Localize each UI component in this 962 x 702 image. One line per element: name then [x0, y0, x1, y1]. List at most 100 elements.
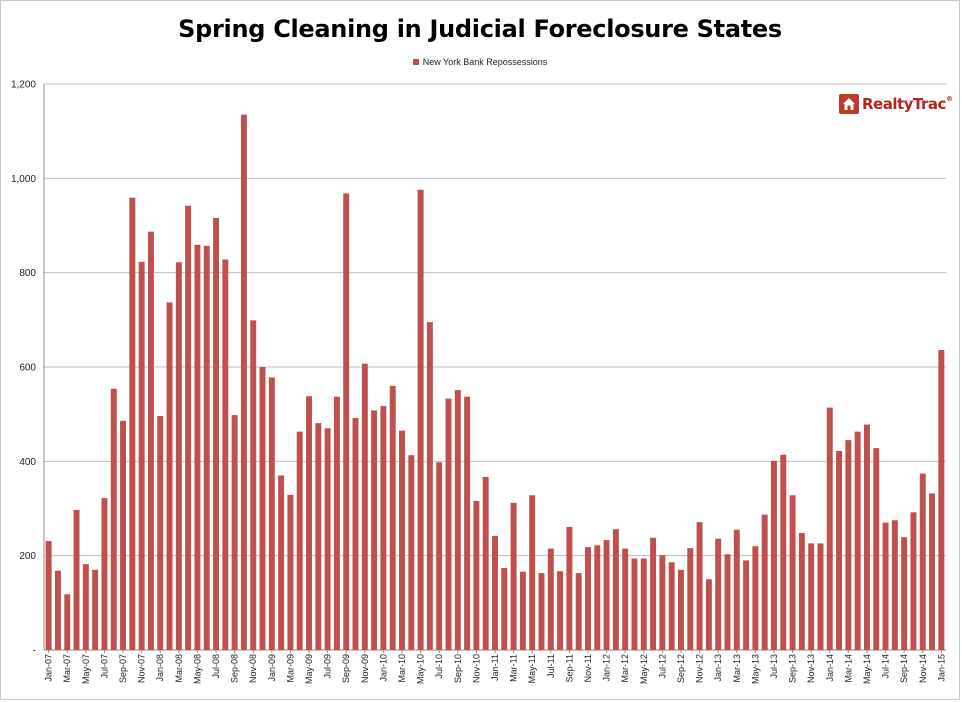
- bar: [603, 540, 610, 650]
- bar: [436, 462, 443, 650]
- bar: [631, 558, 638, 650]
- bar: [678, 569, 684, 650]
- bar: [473, 500, 480, 650]
- bars: [45, 114, 945, 651]
- bar: [705, 579, 712, 650]
- bar: [157, 416, 164, 650]
- x-tick-label: Nov-13: [806, 654, 816, 683]
- bar: [166, 302, 173, 650]
- bar: [120, 420, 127, 650]
- x-tick-label: Jul-14: [881, 654, 891, 679]
- x-tick-label: Jan-14: [825, 654, 835, 682]
- x-tick-label: Nov-07: [137, 654, 147, 683]
- bar: [454, 390, 461, 650]
- bar: [519, 571, 526, 650]
- bar: [575, 573, 582, 650]
- bar: [306, 396, 312, 650]
- x-tick-label: May-08: [192, 654, 202, 684]
- bar: [929, 493, 936, 650]
- bar: [612, 529, 619, 650]
- x-tick-label: Jul-07: [99, 654, 109, 679]
- x-tick-label: Jan-15: [936, 654, 946, 682]
- x-tick-label: Sep-09: [341, 654, 351, 683]
- bar: [213, 217, 220, 650]
- x-tick-label: Mar-13: [732, 654, 742, 683]
- bar: [668, 562, 675, 650]
- bar: [696, 522, 703, 650]
- x-tick-label: Jan-13: [713, 654, 723, 682]
- x-tick-label: Sep-11: [564, 654, 574, 682]
- bar: [770, 460, 777, 650]
- bar: [817, 543, 824, 650]
- x-tick-label: Jan-07: [44, 654, 54, 682]
- bar: [250, 320, 257, 650]
- bar: [380, 406, 387, 650]
- y-tick-label: 400: [19, 457, 36, 468]
- x-tick-label: Jul-12: [657, 654, 667, 679]
- x-tick-label: Sep-10: [453, 654, 463, 683]
- bar: [845, 440, 852, 650]
- x-tick-label: May-11: [527, 654, 537, 683]
- bar: [73, 509, 80, 650]
- bar: [185, 205, 192, 650]
- bar: [240, 114, 247, 650]
- x-tick-label: Sep-08: [230, 654, 240, 683]
- x-tick-label: Mar-07: [62, 654, 72, 683]
- bar: [854, 431, 861, 650]
- bar: [836, 450, 843, 650]
- bar: [92, 569, 99, 650]
- x-tick-label: Sep-13: [788, 654, 798, 683]
- bar: [622, 548, 629, 650]
- bar: [538, 573, 545, 650]
- bar: [361, 363, 368, 650]
- bar: [194, 244, 201, 650]
- bar: [82, 564, 89, 650]
- bar: [808, 543, 815, 650]
- x-tick-label: May-07: [81, 654, 91, 684]
- x-tick-label: May-09: [304, 654, 314, 684]
- x-tick-label: Jan-08: [155, 654, 165, 682]
- bar: [324, 428, 331, 650]
- x-tick-label: Nov-08: [248, 654, 258, 683]
- bar: [761, 514, 768, 650]
- bar: [259, 367, 266, 650]
- bar: [101, 498, 108, 650]
- x-tick-label: Mar-10: [397, 654, 407, 683]
- x-tick-label: May-14: [862, 654, 872, 684]
- x-tick-label: Nov-14: [918, 654, 928, 683]
- legend: New York Bank Repossessions: [1, 57, 959, 67]
- bar: [826, 407, 833, 650]
- bar: [510, 502, 517, 650]
- x-tick-label: Sep-12: [676, 654, 686, 683]
- x-tick-label: Jul-10: [434, 654, 444, 679]
- bar: [863, 424, 870, 650]
- x-tick-label: Jul-09: [323, 654, 333, 679]
- bar: [389, 385, 396, 650]
- bar: [464, 396, 471, 650]
- bar: [529, 495, 536, 650]
- bar: [175, 262, 182, 650]
- bar: [408, 455, 415, 650]
- bar: [715, 538, 722, 650]
- bar: [231, 415, 238, 650]
- bar: [399, 430, 405, 650]
- bar: [445, 398, 452, 650]
- x-tick-label: Mar-14: [843, 654, 853, 683]
- bar: [650, 537, 657, 650]
- x-tick-label: Sep-14: [899, 654, 909, 683]
- x-tick-label: May-12: [639, 654, 649, 684]
- x-tick-label: Mar-08: [174, 654, 184, 683]
- bar: [780, 454, 787, 650]
- bar: [296, 431, 303, 650]
- bar: [147, 231, 154, 650]
- bar: [724, 554, 731, 650]
- x-tick-labels: Jan-07 Mar-07 May-07 Jul-07 Sep-07 Nov-07 Jan-…: [44, 654, 947, 684]
- bar: [901, 537, 908, 650]
- x-tick-label: Jan-11: [490, 654, 500, 681]
- x-tick-label: Jan-09: [267, 654, 277, 682]
- x-tick-label: Jul-11: [546, 654, 556, 678]
- bar: [268, 377, 275, 650]
- x-tick-label: Jan-12: [602, 654, 612, 682]
- y-tick-label: 200: [19, 551, 36, 562]
- x-tick-label: Nov-11: [583, 654, 593, 682]
